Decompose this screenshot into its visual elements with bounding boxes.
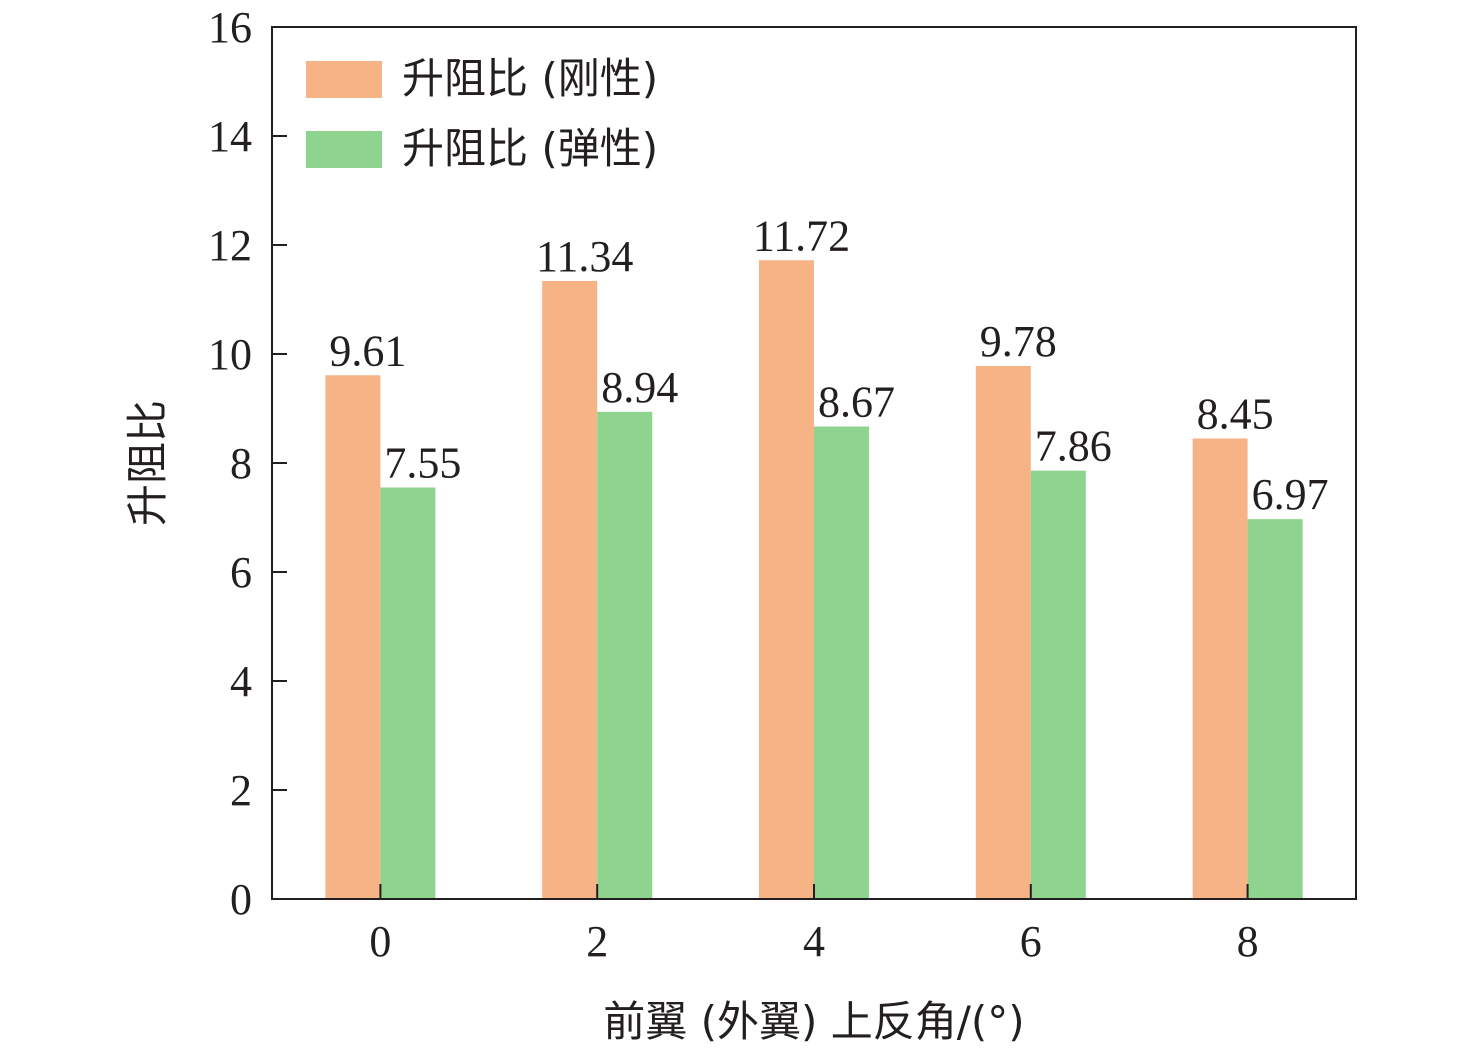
data-label: 9.61 bbox=[329, 326, 406, 375]
bar-elastic bbox=[597, 411, 653, 899]
legend-label: 升阻比 (弹性) bbox=[402, 124, 658, 173]
bar-elastic bbox=[1030, 470, 1086, 899]
data-label: 11.72 bbox=[753, 211, 850, 260]
bar-elastic bbox=[1247, 519, 1303, 899]
legend-swatch bbox=[306, 61, 382, 98]
data-label: 7.55 bbox=[384, 439, 461, 488]
data-label: 6.97 bbox=[1252, 470, 1329, 519]
data-label: 8.94 bbox=[601, 363, 678, 412]
data-label: 9.78 bbox=[980, 317, 1057, 366]
data-label: 8.45 bbox=[1197, 389, 1274, 438]
y-tick-label: 16 bbox=[208, 3, 252, 52]
legend-label: 升阻比 (刚性) bbox=[402, 54, 658, 103]
data-labels-layer: 9.61 11.34 11.72 9.78 8.45 7.55 8.94 8.67 7.86 6.… bbox=[329, 211, 1328, 519]
data-label: 11.34 bbox=[536, 232, 633, 281]
legend-swatch bbox=[306, 131, 382, 168]
x-tick-label: 8 bbox=[1237, 917, 1259, 966]
bar-rigid bbox=[542, 280, 598, 900]
bar-rigid bbox=[325, 375, 381, 899]
y-tick-label: 2 bbox=[230, 766, 252, 815]
bar-elastic bbox=[814, 426, 869, 899]
x-axis-title: 前翼 (外翼) 上反角/(°) bbox=[603, 997, 1024, 1046]
x-axis: 0 2 4 6 8 bbox=[369, 884, 1259, 966]
y-tick-label: 6 bbox=[230, 548, 252, 597]
y-axis: 0 2 4 6 8 10 12 14 16 bbox=[208, 3, 287, 924]
bars-layer bbox=[325, 260, 1303, 900]
y-tick-label: 0 bbox=[230, 875, 252, 924]
bar-rigid bbox=[759, 260, 814, 899]
bar-rigid bbox=[975, 365, 1031, 899]
x-tick-label: 6 bbox=[1020, 917, 1042, 966]
y-tick-label: 10 bbox=[208, 330, 252, 379]
y-tick-label: 4 bbox=[230, 657, 252, 706]
x-tick-label: 2 bbox=[586, 917, 608, 966]
bar-rigid bbox=[1192, 438, 1248, 899]
y-tick-label: 14 bbox=[208, 112, 252, 161]
bar-elastic bbox=[380, 487, 436, 899]
data-label: 7.86 bbox=[1035, 422, 1112, 471]
legend: 升阻比 (刚性) 升阻比 (弹性) bbox=[306, 54, 658, 173]
y-tick-label: 12 bbox=[208, 221, 252, 270]
data-label: 8.67 bbox=[818, 377, 895, 426]
y-tick-label: 8 bbox=[230, 439, 252, 488]
x-tick-label: 4 bbox=[803, 917, 825, 966]
x-tick-label: 0 bbox=[369, 917, 391, 966]
y-axis-title: 升阻比 bbox=[123, 400, 172, 526]
